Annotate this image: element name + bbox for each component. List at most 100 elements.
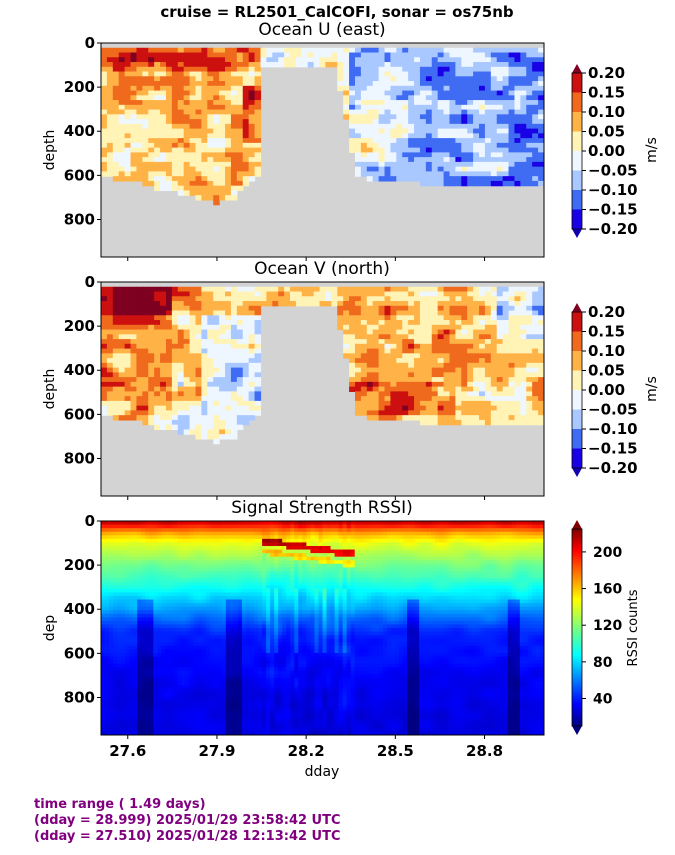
heatmap-cell bbox=[431, 391, 439, 397]
heatmap-cell bbox=[360, 123, 368, 130]
heatmap-cell bbox=[183, 334, 191, 340]
heatmap-cell bbox=[136, 396, 143, 402]
heatmap-cell bbox=[105, 606, 110, 611]
heatmap-cell bbox=[242, 138, 250, 144]
heatmap-cell bbox=[133, 656, 138, 661]
heatmap-cell bbox=[242, 114, 250, 120]
heatmap-cell bbox=[207, 52, 214, 58]
heatmap-cell bbox=[443, 171, 451, 177]
heatmap-cell bbox=[129, 524, 134, 529]
heatmap-cell bbox=[161, 549, 167, 554]
heatmap-cell bbox=[532, 152, 539, 158]
heatmap-cell bbox=[225, 142, 232, 149]
heatmap-cell bbox=[532, 161, 539, 168]
heatmap-cell bbox=[183, 415, 191, 421]
heatmap-cell bbox=[173, 645, 179, 650]
heatmap-cell bbox=[149, 631, 154, 636]
heatmap-cell bbox=[484, 310, 492, 316]
heatmap-cell bbox=[343, 329, 350, 335]
heatmap-cell bbox=[384, 62, 392, 68]
heatmap-cell bbox=[101, 663, 106, 668]
heatmap-cell bbox=[148, 372, 155, 378]
heatmap-cell bbox=[431, 133, 439, 139]
heatmap-cell bbox=[153, 706, 158, 711]
heatmap-cell bbox=[425, 310, 433, 316]
heatmap-cell bbox=[372, 353, 380, 359]
heatmap-cell bbox=[189, 119, 197, 125]
heatmap-cell bbox=[124, 391, 132, 397]
heatmap-cell bbox=[508, 320, 516, 326]
heatmap-cell bbox=[372, 305, 380, 312]
heatmap-cell bbox=[171, 157, 179, 163]
heatmap-cell bbox=[390, 138, 397, 144]
heatmap-cell bbox=[154, 71, 161, 77]
heatmap-cell bbox=[142, 152, 149, 158]
heatmap-cell bbox=[284, 291, 291, 297]
heatmap-cell bbox=[105, 570, 110, 576]
heatmap-cell bbox=[195, 353, 203, 359]
heatmap-cell bbox=[125, 713, 130, 718]
heatmap-cell bbox=[118, 176, 126, 182]
heatmap-cell bbox=[105, 542, 110, 547]
heatmap-cell bbox=[284, 57, 291, 63]
heatmap-cell bbox=[173, 649, 179, 654]
heatmap-cell bbox=[117, 677, 122, 683]
heatmap-cell bbox=[118, 286, 126, 293]
heatmap-cell bbox=[526, 372, 533, 378]
heatmap-cell bbox=[490, 71, 498, 77]
heatmap-cell bbox=[484, 138, 492, 144]
heatmap-cell bbox=[129, 642, 134, 647]
heatmap-cell bbox=[101, 567, 106, 572]
heatmap-cell bbox=[117, 588, 122, 593]
heatmap-cell bbox=[124, 362, 132, 369]
heatmap-cell bbox=[484, 377, 492, 383]
heatmap-cell bbox=[183, 353, 191, 359]
heatmap-cell bbox=[130, 76, 138, 82]
heatmap-cell bbox=[337, 301, 344, 307]
heatmap-cell bbox=[248, 415, 256, 421]
heatmap-cell bbox=[496, 62, 504, 68]
heatmap-cell bbox=[402, 348, 409, 354]
heatmap-cell bbox=[384, 176, 392, 182]
heatmap-cell bbox=[349, 90, 356, 96]
heatmap-cell bbox=[414, 343, 421, 350]
heatmap-cell bbox=[148, 71, 155, 77]
heatmap-cell bbox=[165, 677, 171, 683]
heatmap-cell bbox=[201, 291, 208, 297]
heatmap-cell bbox=[177, 631, 183, 636]
heatmap-cell bbox=[121, 727, 126, 733]
heatmap-cell bbox=[105, 556, 110, 561]
heatmap-cell bbox=[125, 645, 130, 650]
heatmap-cell bbox=[189, 76, 197, 82]
heatmap-cell bbox=[117, 521, 122, 526]
heatmap-cell bbox=[313, 57, 321, 63]
heatmap-cell bbox=[366, 133, 374, 139]
heatmap-cell bbox=[514, 180, 521, 187]
heatmap-cell bbox=[248, 310, 256, 316]
colorbar-min-arrow bbox=[572, 229, 582, 238]
heatmap-cell bbox=[169, 652, 175, 658]
heatmap-cell bbox=[118, 339, 126, 345]
heatmap-cell bbox=[141, 667, 146, 672]
heatmap-cell bbox=[502, 142, 510, 149]
heatmap-cell bbox=[105, 599, 110, 604]
heatmap-cell bbox=[502, 310, 510, 316]
heatmap-cell bbox=[325, 286, 332, 293]
heatmap-cell bbox=[396, 147, 403, 153]
heatmap-cell bbox=[124, 85, 132, 92]
heatmap-cell bbox=[142, 310, 149, 316]
heatmap-cell bbox=[121, 574, 126, 579]
heatmap-cell bbox=[390, 358, 397, 364]
heatmap-cell bbox=[161, 560, 167, 565]
heatmap-cell bbox=[112, 348, 120, 354]
heatmap-cell bbox=[133, 521, 138, 526]
heatmap-cell bbox=[157, 724, 163, 729]
heatmap-cell bbox=[117, 620, 122, 626]
heatmap-cell bbox=[425, 180, 433, 187]
heatmap-cell bbox=[443, 176, 451, 182]
heatmap-cell bbox=[230, 434, 238, 440]
heatmap-cell bbox=[213, 62, 220, 68]
heatmap-cell bbox=[165, 656, 171, 661]
heatmap-cell bbox=[169, 674, 175, 679]
heatmap-cell bbox=[390, 381, 397, 388]
